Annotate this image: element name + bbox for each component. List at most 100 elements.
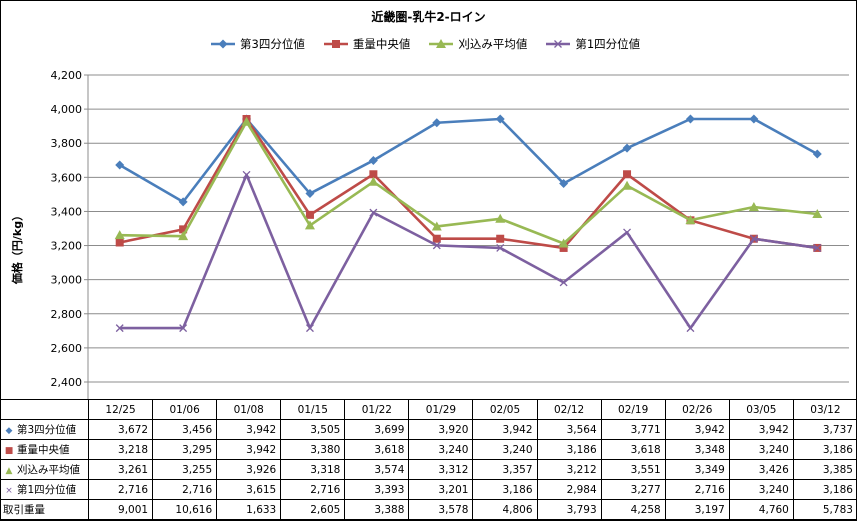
table-cell: 3,505 [280, 419, 346, 440]
data-point [178, 231, 189, 241]
table-cell: 3,349 [664, 459, 730, 480]
data-point [305, 210, 314, 219]
table-cell: 3,218 [87, 439, 154, 460]
data-point [178, 197, 188, 207]
table-cell: 3,737 [792, 419, 857, 440]
data-point [559, 278, 568, 287]
table-cell: 3,615 [216, 479, 282, 500]
table-corner-cell [0, 399, 89, 420]
row-label: 刈込み平均値 [17, 464, 80, 476]
table-cell: 3,942 [216, 419, 282, 440]
data-point [496, 243, 505, 252]
data-point [305, 324, 314, 333]
data-point [559, 178, 569, 188]
row-header: × 第1四分位値 [0, 479, 89, 500]
data-point [559, 243, 568, 252]
table-cell: 3,456 [152, 419, 218, 440]
table-cell: 3,357 [472, 459, 538, 480]
category-label: 01/06 [152, 399, 218, 420]
legend: 第3四分位値 重量中央値 刈込み平均値 第1四分位値 [210, 35, 658, 53]
table-row: ▲ 刈込み平均値 3,261 3,255 3,926 3,318 3,574 3,312 3,3… [0, 459, 857, 480]
table-cell: 3,240 [472, 439, 538, 460]
table-row: × 第1四分位値 2,716 2,716 3,615 2,716 3,393 3,201 3,1… [0, 479, 857, 500]
data-point [812, 209, 823, 219]
category-label: 03/12 [792, 399, 857, 420]
row-label: 取引重量 [3, 504, 45, 516]
legend-item: 重量中央値 [323, 36, 410, 52]
y-tick-label: 2,600 [51, 342, 83, 355]
table-cell: 3,942 [216, 439, 282, 460]
row-marker-icon: ▲ [5, 466, 13, 476]
table-cell: 4,760 [728, 499, 794, 520]
series-line [119, 117, 818, 250]
data-point [748, 202, 759, 212]
legend-item: 第3四分位値 [210, 36, 305, 52]
row-header: ■ 重量中央値 [0, 439, 89, 460]
table-cell: 3,255 [152, 459, 218, 480]
data-point [686, 324, 695, 333]
data-point [305, 189, 315, 199]
row-label: 重量中央値 [17, 444, 70, 456]
table-cell: 3,197 [664, 499, 730, 520]
series-line [119, 120, 818, 245]
table-row: 取引重量 9,001 10,616 1,633 2,605 3,388 3,578 4,806… [0, 499, 857, 520]
category-label: 02/19 [600, 399, 666, 420]
series-4 [115, 170, 822, 333]
row-label: 第3四分位値 [17, 424, 77, 436]
table-cell: 3,699 [344, 419, 410, 440]
data-point [812, 149, 822, 159]
row-label: 第1四分位値 [17, 484, 77, 496]
series-3 [114, 116, 823, 248]
table-cell: 2,605 [280, 499, 346, 520]
category-label: 02/26 [664, 399, 730, 420]
series-2 [115, 115, 822, 252]
category-label: 02/12 [536, 399, 602, 420]
legend-swatch [429, 39, 454, 48]
data-point [241, 116, 252, 126]
table-cell: 3,240 [408, 439, 474, 460]
category-label: 03/05 [728, 399, 794, 420]
table-cell: 3,261 [87, 459, 154, 480]
y-tick-label: 2,400 [51, 376, 83, 389]
data-point [622, 180, 633, 190]
legend-marker [331, 40, 340, 48]
data-point [496, 234, 505, 243]
legend-label: 第3四分位値 [240, 37, 305, 51]
table-cell: 3,348 [664, 439, 730, 460]
table-cell: 1,633 [216, 499, 282, 520]
table-cell: 3,426 [728, 459, 794, 480]
table-cell: 3,574 [344, 459, 410, 480]
y-tick-label: 2,800 [51, 308, 83, 321]
table-cell: 3,926 [216, 459, 282, 480]
row-header: ◆ 第3四分位値 [0, 419, 89, 440]
legend-marker [436, 39, 447, 48]
data-point [495, 114, 505, 124]
table-cell: 3,393 [344, 479, 410, 500]
row-header: ▲ 刈込み平均値 [0, 459, 89, 480]
data-point [622, 143, 632, 153]
table-cell: 4,806 [472, 499, 538, 520]
table-cell: 3,551 [600, 459, 666, 480]
legend-label: 刈込み平均値 [458, 37, 528, 51]
y-tick-label: 4,200 [51, 69, 83, 82]
series-line [119, 117, 818, 204]
data-point [179, 225, 188, 234]
table-row: ◆ 第3四分位値 3,672 3,456 3,942 3,505 3,699 3,920 3,9… [0, 419, 857, 440]
series-line [119, 173, 818, 330]
table-cell: 9,001 [87, 499, 154, 520]
data-point [749, 234, 758, 243]
data-table: 12/25 01/06 01/08 01/15 01/22 01/29 02/05 02/12… [0, 399, 857, 520]
table-cell: 2,984 [536, 479, 602, 500]
table-cell: 3,793 [536, 499, 602, 520]
data-point [115, 238, 124, 247]
data-point [685, 114, 695, 124]
legend-marker [554, 40, 563, 48]
row-marker-icon: ■ [4, 446, 14, 456]
y-tick-label: 4,000 [51, 103, 83, 116]
data-point [242, 170, 251, 179]
data-point [432, 234, 441, 243]
category-label: 12/25 [87, 399, 154, 420]
data-point [749, 114, 759, 124]
table-cell: 3,564 [536, 419, 602, 440]
table-cell: 3,920 [408, 419, 474, 440]
